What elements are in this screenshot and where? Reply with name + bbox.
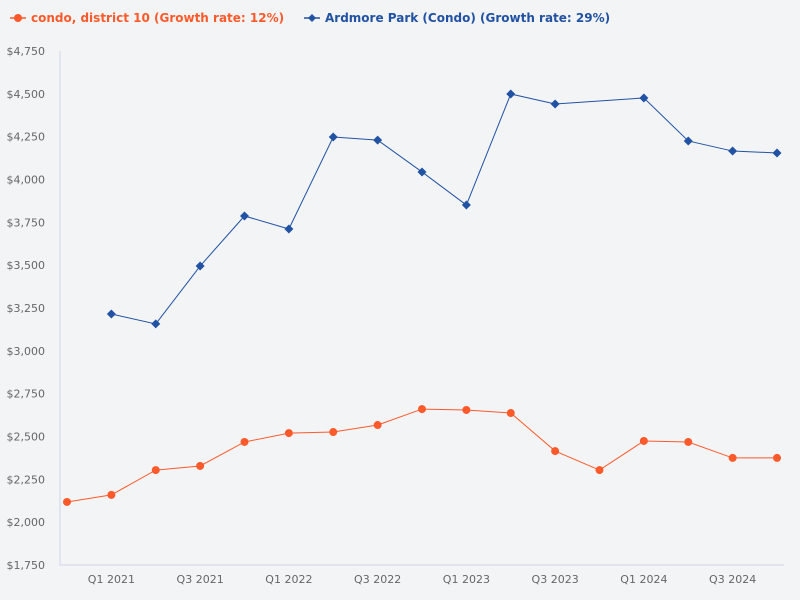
data-point (328, 132, 338, 142)
y-tick-label: $3,250 (7, 302, 46, 315)
y-tick-label: $2,250 (7, 473, 46, 486)
data-point (506, 409, 515, 418)
data-point (196, 461, 205, 470)
data-point (418, 405, 426, 414)
diamond-marker-icon (308, 14, 316, 22)
data-point (240, 211, 249, 221)
x-tick-label: Q3 2021 (177, 573, 224, 586)
data-point (639, 93, 649, 103)
series-1 (106, 89, 782, 329)
x-tick-label: Q3 2023 (532, 573, 579, 586)
legend-label: condo, district 10 (Growth rate: 12%) (31, 11, 284, 25)
data-point (550, 99, 560, 109)
legend-label: Ardmore Park (Condo) (Growth rate: 29%) (325, 11, 610, 25)
y-tick-label: $3,500 (7, 259, 46, 272)
data-point (284, 224, 294, 234)
data-point (151, 319, 161, 329)
data-point (195, 261, 205, 271)
x-tick-label: Q1 2023 (443, 573, 490, 586)
data-point (240, 437, 249, 446)
data-point (284, 429, 293, 438)
series-line (111, 93, 778, 325)
y-tick-label: $2,750 (7, 388, 46, 401)
y-tick-label: $3,750 (7, 216, 46, 229)
axes: $1,750 $2,000 $2,250 $2,500 $2,750 $3,000 $3,2… (7, 45, 784, 586)
data-point (551, 447, 560, 456)
circle-marker-icon (14, 14, 22, 22)
legend: condo, district 10 (Growth rate: 12%) Ard… (10, 11, 610, 25)
x-tick-label: Q3 2022 (354, 573, 401, 586)
data-point (506, 89, 516, 99)
data-point (151, 466, 160, 475)
y-tick-label: $4,750 (7, 45, 46, 58)
data-point (329, 428, 338, 437)
x-tick-label: Q1 2021 (88, 573, 135, 586)
series-0 (63, 405, 781, 506)
data-point (462, 405, 471, 414)
data-point (683, 136, 693, 146)
x-tick-label: Q1 2024 (620, 573, 667, 586)
data-point (417, 167, 427, 177)
plot-area (63, 89, 782, 506)
y-tick-label: $3,000 (7, 345, 46, 358)
y-tick-label: $2,000 (7, 516, 46, 529)
x-tick-label: Q3 2024 (709, 573, 756, 586)
data-point (63, 497, 71, 506)
y-tick-label: $4,000 (7, 174, 46, 187)
data-point (639, 436, 648, 445)
data-point (773, 453, 781, 462)
data-point (728, 146, 738, 156)
data-point (772, 148, 782, 158)
y-tick-label: $4,250 (7, 131, 46, 144)
x-tick-label: Q1 2022 (265, 573, 312, 586)
data-point (461, 200, 471, 210)
data-point (595, 466, 604, 475)
data-point (728, 453, 737, 462)
data-point (106, 309, 116, 319)
y-tick-label: $1,750 (7, 559, 46, 572)
legend-item-0: condo, district 10 (Growth rate: 12%) (10, 11, 284, 25)
data-point (373, 135, 383, 145)
data-point (684, 437, 693, 446)
data-point (373, 421, 382, 430)
y-tick-label: $2,500 (7, 431, 46, 444)
data-point (107, 490, 116, 499)
y-tick-label: $4,500 (7, 88, 46, 101)
legend-item-1: Ardmore Park (Condo) (Growth rate: 29%) (304, 11, 610, 25)
series-line (66, 408, 777, 503)
